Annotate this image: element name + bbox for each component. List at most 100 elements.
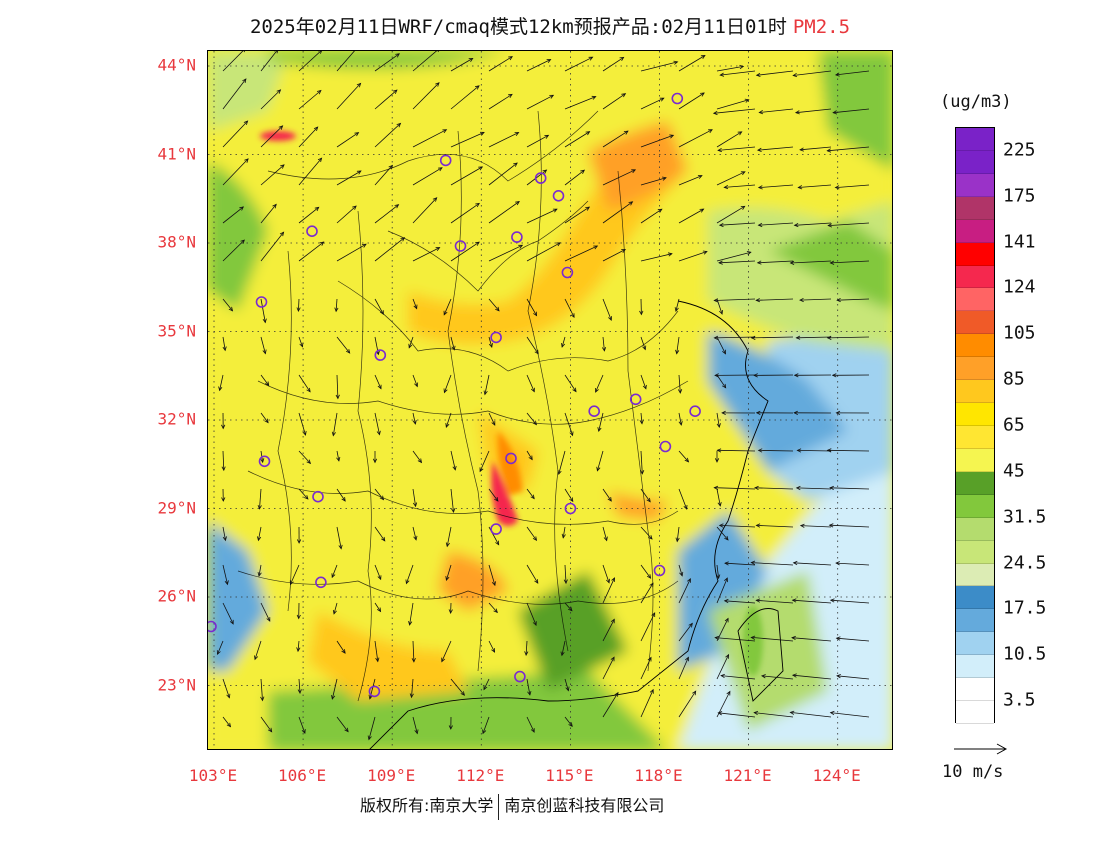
wind-arrowhead xyxy=(264,418,269,424)
wind-arrowhead xyxy=(226,693,231,699)
wind-arrow xyxy=(336,51,355,72)
wind-arrowhead xyxy=(244,158,249,163)
concentration-field xyxy=(208,51,892,749)
wind-arrow xyxy=(678,450,689,463)
city-markers xyxy=(208,92,701,698)
wind-arrow xyxy=(444,374,452,393)
wind-arrowhead xyxy=(534,579,539,584)
wind-arrow xyxy=(718,260,756,264)
wind-arrow xyxy=(258,564,262,577)
wind-arrowhead xyxy=(750,335,756,340)
wind-arrowhead xyxy=(649,688,654,694)
legend-unit: (ug/m3) xyxy=(940,92,1012,112)
wind-arrow xyxy=(751,637,794,642)
wind-arrowhead xyxy=(221,497,226,502)
wind-arrow xyxy=(412,129,447,148)
wind-arrowhead xyxy=(756,147,762,152)
wind-arrow xyxy=(336,83,361,110)
wind-arrowhead xyxy=(331,695,336,700)
wind-arrow xyxy=(297,640,300,652)
wind-arrow xyxy=(412,167,443,186)
legend-swatch xyxy=(956,448,994,472)
wind-arrowhead xyxy=(314,206,320,212)
wind-arrowhead xyxy=(388,164,394,170)
wind-arrow xyxy=(412,82,440,110)
wind-arrow xyxy=(595,374,604,393)
legend-swatch xyxy=(956,494,994,518)
city-marker xyxy=(534,172,547,184)
wind-arrow xyxy=(716,412,720,428)
wind-arrow xyxy=(409,602,414,625)
wind-arrowhead xyxy=(631,169,637,174)
wind-arrow xyxy=(602,619,615,642)
wind-arrow xyxy=(564,564,567,584)
legend-swatch xyxy=(956,563,994,587)
wind-arrow xyxy=(222,450,225,471)
wind-arrowhead xyxy=(829,598,835,603)
wind-arrowhead xyxy=(688,622,693,628)
wind-arrowhead xyxy=(642,345,647,351)
wind-arrowhead xyxy=(628,201,634,206)
wind-arrow xyxy=(298,716,306,734)
pm25-map[interactable] xyxy=(207,50,893,750)
wind-arrowhead xyxy=(692,690,697,696)
wind-arrow xyxy=(828,222,870,226)
wind-arrowhead xyxy=(508,93,513,99)
wind-arrow xyxy=(222,526,226,541)
wind-arrowhead xyxy=(723,598,729,604)
wind-arrowhead xyxy=(669,134,675,139)
lat-label: 44°N xyxy=(157,55,196,75)
wind-arrow xyxy=(640,177,667,186)
wind-arrowhead xyxy=(714,635,720,640)
wind-arrow xyxy=(564,131,590,148)
wind-arrowhead xyxy=(441,657,446,663)
wind-arrow xyxy=(488,488,499,502)
wind-arrow xyxy=(718,146,756,151)
legend-tick-label: 31.5 xyxy=(1003,506,1047,528)
wind-arrow xyxy=(412,247,440,262)
wind-arrow xyxy=(450,241,480,262)
city-marker xyxy=(561,266,574,279)
wind-arrowhead xyxy=(834,72,840,77)
wind-arrow xyxy=(336,336,351,354)
wind-arrow xyxy=(791,637,832,642)
wind-arrow xyxy=(715,637,756,642)
wind-arrowhead xyxy=(414,729,419,735)
wind-arrowhead xyxy=(443,310,448,316)
wind-arrowhead xyxy=(570,313,575,319)
wind-arrow xyxy=(488,56,513,72)
wind-arrow xyxy=(678,208,704,224)
wind-arrowhead xyxy=(448,725,453,730)
wind-arrow xyxy=(564,412,573,436)
wind-arrow xyxy=(374,123,401,148)
wind-arrowhead xyxy=(552,208,558,213)
legend-tick-label: 24.5 xyxy=(1003,552,1047,574)
legend-swatch xyxy=(956,609,994,633)
wind-arrowhead xyxy=(795,335,801,340)
wind-arrow xyxy=(526,716,535,733)
wind-arrowhead xyxy=(675,537,680,543)
wind-arrow xyxy=(488,132,519,148)
city-marker xyxy=(552,190,565,202)
wind-arrowhead xyxy=(341,649,346,654)
wind-arrowhead xyxy=(792,72,798,78)
wind-arrowhead xyxy=(224,580,229,586)
wind-arrow xyxy=(526,412,537,425)
wind-arrow xyxy=(222,120,248,148)
wind-arrowhead xyxy=(483,685,488,691)
wind-arrow xyxy=(374,488,384,500)
wind-arrow xyxy=(374,526,386,542)
wind-arrow xyxy=(602,93,626,110)
city-marker xyxy=(653,564,666,577)
wind-arrow xyxy=(333,602,338,615)
wind-arrowhead xyxy=(640,469,645,475)
legend-tick-label: 175 xyxy=(1003,185,1036,207)
wind-arrow xyxy=(254,640,262,660)
city-marker xyxy=(511,231,523,243)
wind-arrowhead xyxy=(834,185,840,190)
wind-arrowhead xyxy=(593,245,599,250)
wind-arrowhead xyxy=(257,504,262,510)
wind-arrow xyxy=(793,562,832,566)
wind-arrow xyxy=(830,260,870,264)
wind-arrowhead xyxy=(400,237,406,242)
